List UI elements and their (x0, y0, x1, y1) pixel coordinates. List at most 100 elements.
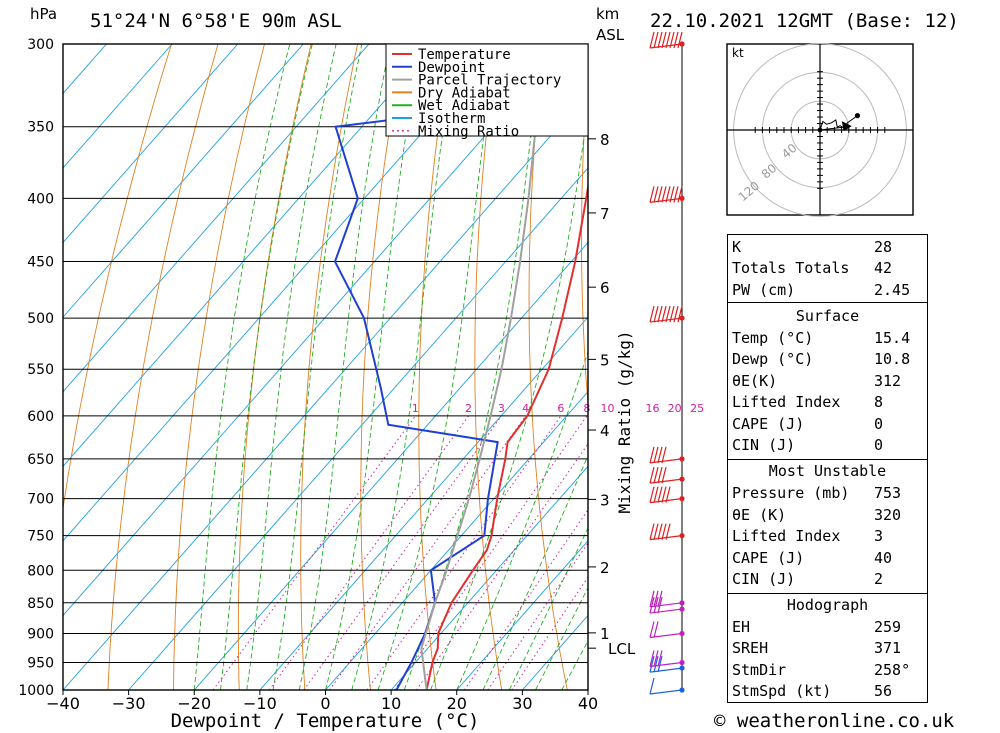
storm-motion-arrow (841, 121, 852, 132)
mu-cin-value: 2 (874, 570, 884, 588)
legend-label: Temperature (418, 47, 511, 63)
wind-barb-flag (661, 466, 667, 484)
pw-value: 2.45 (874, 281, 911, 299)
surface-dewp-label: Dewp (°C) (732, 350, 814, 368)
temperature-tick-label: −40 (46, 694, 80, 713)
surface-cape-row: CAPE (J) 0 (728, 414, 927, 435)
wind-barb-flag (649, 655, 655, 673)
wind-barb-flag (649, 305, 655, 323)
pressure-tick-label: 400 (27, 191, 54, 207)
dry-adiabat-line (916, 44, 1000, 690)
isotherm-line (63, 92, 588, 690)
mixing-ratio-line (463, 508, 588, 690)
mixing-ratio-label: 10 (601, 402, 615, 415)
surface-cin-value: 0 (874, 436, 884, 454)
surface-dewp-value: 10.8 (874, 350, 911, 368)
pressure-tick-label: 550 (27, 362, 54, 378)
totals-totals-row: Totals Totals 42 (728, 258, 927, 279)
mixing-ratio-line (394, 415, 588, 690)
wind-barb-flag (661, 523, 667, 540)
isotherm-line (456, 540, 588, 690)
mu-cape-row: CAPE (J) 40 (728, 548, 927, 569)
wind-barb-flag (653, 655, 659, 673)
temperature-tick-label: 20 (447, 694, 467, 713)
wind-barb-flag (661, 486, 667, 503)
wind-barb-flag (677, 186, 683, 203)
wind-barb-flag (649, 677, 655, 695)
wind-barb-flag (649, 31, 655, 49)
wind-barb-flag (665, 31, 671, 49)
site-credit[interactable]: © weatheronline.co.uk (714, 710, 955, 732)
temperature-tick-label: −30 (112, 694, 146, 713)
mixing-ratio-label: 25 (690, 402, 704, 415)
wind-barb-flag (657, 446, 663, 464)
mu-pressure-row: Pressure (mb) 753 (728, 483, 927, 504)
surface-temp-label: Temp (°C) (732, 329, 814, 347)
totals-totals-label: Totals Totals (732, 259, 850, 277)
legend-label: Wet Adiabat (418, 98, 511, 114)
wind-barb-flag (653, 466, 659, 484)
surface-li-label: Lifted Index (732, 393, 841, 411)
mixing-ratio-label: 8 (583, 402, 590, 415)
surface-thetae-row: θE(K) 312 (728, 371, 927, 392)
mu-li-row: Lifted Index 3 (728, 526, 927, 547)
hodograph-unit-label: kt (732, 46, 744, 60)
height-tick-label: 4 (600, 422, 610, 440)
wind-barb-flag (665, 186, 671, 203)
stmdir-value: 258° (874, 661, 911, 679)
isotherm-line (128, 167, 588, 690)
mixing-ratio-label: 2 (465, 402, 472, 415)
pressure-unit-label: hPa (30, 5, 57, 23)
wind-barb-flag (657, 650, 663, 667)
wind-barb-shaft (649, 632, 683, 639)
wind-barb-flag (661, 446, 667, 464)
wet-adiabat-line (403, 44, 543, 690)
wet-adiabat-line (508, 526, 588, 690)
wet-adiabat-line (377, 44, 497, 690)
legend-label: Mixing Ratio (418, 124, 519, 140)
pressure-tick-label: 350 (27, 120, 54, 136)
x-axis-label: Dewpoint / Temperature (°C) (171, 710, 480, 732)
wind-barb-shaft (649, 689, 683, 695)
isotherm-line (63, 44, 501, 542)
k-index-label: K (732, 238, 742, 256)
legend-label: Isotherm (418, 111, 485, 127)
plot-frame (62, 43, 589, 691)
isotherm-line (390, 465, 588, 690)
sounding-profiles (333, 44, 588, 690)
wind-barb-flag (657, 523, 663, 540)
isotherm-line (63, 44, 173, 169)
sreh-value: 371 (874, 639, 902, 657)
stmdir-label: StmDir (732, 661, 787, 679)
mixing-ratio-line (487, 542, 588, 690)
wind-barb-flag (657, 31, 663, 49)
wind-barb-flag (649, 186, 655, 203)
temperature-line (425, 181, 588, 690)
surface-li-row: Lifted Index 8 (728, 392, 927, 413)
wind-barb-flag (649, 466, 655, 484)
wind-barb-flag (677, 305, 683, 323)
wind-barb-shaft (649, 608, 683, 614)
mu-li-label: Lifted Index (732, 527, 841, 545)
wind-barb-flag (669, 186, 675, 203)
pw-row: PW (cm) 2.45 (728, 280, 927, 301)
k-index-value: 28 (874, 238, 893, 256)
pressure-tick-label: 700 (27, 492, 54, 508)
mu-cape-value: 40 (874, 549, 893, 567)
mu-pressure-value: 753 (874, 484, 902, 502)
height-tick-label: 1 (600, 625, 610, 643)
wind-barb-flag (649, 590, 655, 607)
surface-cape-label: CAPE (J) (732, 415, 805, 433)
height-tick-label: 3 (600, 491, 610, 509)
pressure-tick-label: 600 (27, 409, 54, 425)
mixing-ratio-labels: 1 2 3 4 6 8 10 16 20 25 (412, 402, 704, 415)
mu-li-value: 3 (874, 527, 884, 545)
wind-profile (649, 31, 685, 695)
wet-adiabat-line (430, 102, 588, 690)
mu-thetae-value: 320 (874, 506, 902, 524)
mixing-ratio-line (212, 415, 416, 690)
location-title: 51°24'N 6°58'E 90m ASL (90, 10, 342, 32)
